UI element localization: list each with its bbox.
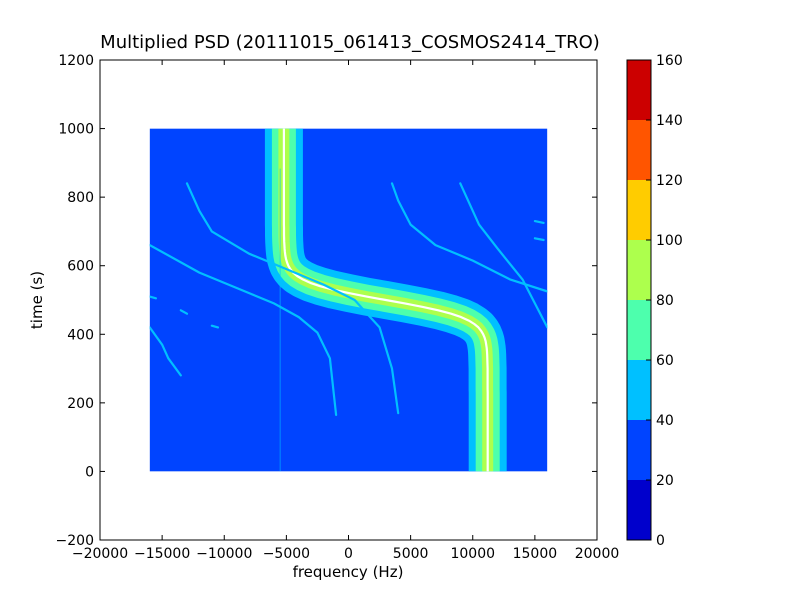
plot-frame [99, 59, 598, 541]
doppler-band-core [282, 128, 489, 472]
colorbar-segment [627, 360, 651, 420]
harmonic-trace [390, 182, 548, 293]
x-tick-label: 5000 [393, 546, 429, 562]
x-tick-label: 0 [344, 546, 353, 562]
chart-title: Multiplied PSD (20111015_061413_COSMOS24… [100, 32, 600, 53]
colorbar-segment [627, 300, 651, 360]
x-axis-ticks: −20000 −15000 −10000 −5000 0 5000 10000 15000 20… [72, 60, 619, 562]
colorbar-tick-label: 160 [656, 53, 683, 69]
colorbar-segment [627, 420, 651, 480]
y-tick-label: −200 [56, 533, 94, 549]
heatmap-cells [149, 128, 548, 472]
colorbar-segment [627, 120, 651, 180]
colorbar-segment [627, 60, 651, 120]
colorbar-segment [627, 180, 651, 240]
colorbar-tick-label: 0 [656, 533, 665, 549]
x-tick-label: −10000 [196, 546, 252, 562]
harmonic-trace [149, 326, 182, 377]
harmonic-trace [533, 220, 545, 224]
x-axis-label: frequency (Hz) [293, 563, 404, 581]
harmonic-trace [185, 182, 400, 415]
harmonic-trace [210, 324, 220, 329]
harmonic-trace [149, 244, 338, 416]
colorbar-tick-label: 100 [656, 233, 683, 249]
colorbar-segment [627, 480, 651, 540]
y-tick-label: 400 [67, 327, 94, 343]
y-tick-label: 1200 [58, 53, 94, 69]
y-tick-label: 0 [85, 464, 94, 480]
harmonic-trace [149, 295, 157, 300]
y-tick-label: 1000 [58, 122, 94, 138]
x-tick-label: −15000 [134, 546, 190, 562]
y-axis-label: time (s) [28, 271, 46, 329]
colorbar: 0 20 40 60 80 100 120 140 160 [626, 53, 683, 549]
colorbar-tick-label: 20 [656, 473, 674, 489]
x-tick-label: −20000 [72, 546, 128, 562]
colorbar-tick-label: 80 [656, 293, 674, 309]
x-tick-label: 15000 [513, 546, 558, 562]
harmonic-trace [533, 237, 545, 242]
y-tick-label: 600 [67, 259, 94, 275]
y-axis-ticks: −200 0 200 400 600 800 1000 1200 [56, 53, 597, 549]
y-tick-label: 200 [67, 396, 94, 412]
x-tick-label: 20000 [575, 546, 620, 562]
x-tick-label: −5000 [263, 546, 310, 562]
colorbar-tick-label: 140 [656, 113, 683, 129]
harmonic-trace [459, 182, 548, 329]
x-tick-label: 10000 [450, 546, 495, 562]
colorbar-tick-label: 60 [656, 353, 674, 369]
heatmap [149, 128, 548, 472]
harmonic-trace [179, 309, 189, 315]
colorbar-segment [627, 240, 651, 300]
plot-area: −20000 −15000 −10000 −5000 0 5000 10000 15000 20… [56, 53, 620, 562]
colorbar-tick-label: 40 [656, 413, 674, 429]
colorbar-tick-label: 120 [656, 173, 683, 189]
y-tick-label: 800 [67, 190, 94, 206]
